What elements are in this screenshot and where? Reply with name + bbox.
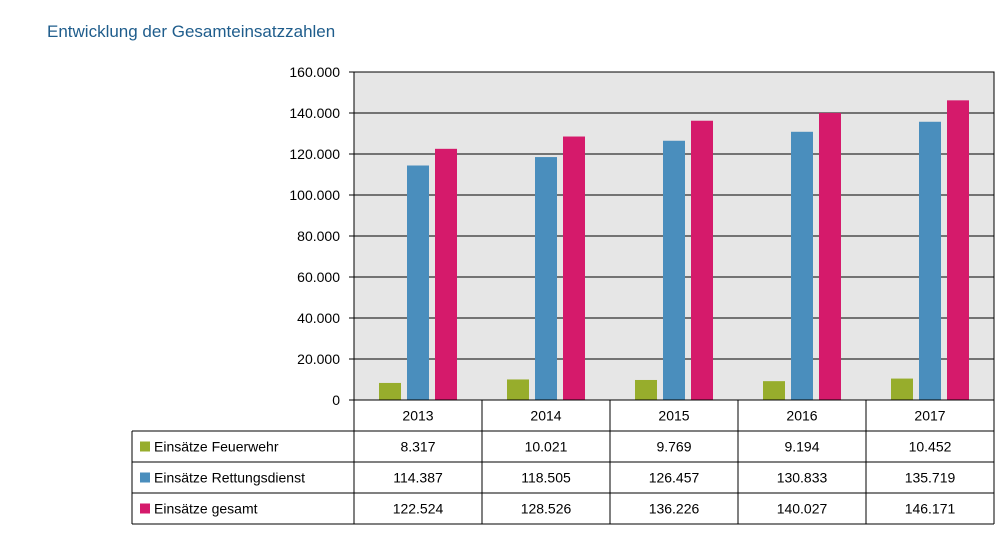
data-label: 10.452 bbox=[909, 439, 952, 455]
y-tick-label: 120.000 bbox=[289, 146, 340, 162]
y-tick-label: 60.000 bbox=[297, 269, 340, 285]
y-tick-label: 160.000 bbox=[289, 64, 340, 80]
y-axis: 0 20.000 40.000 60.000 80.000 100.000 120.000 1… bbox=[289, 64, 355, 408]
data-table: 2013 2014 2015 2016 2017 Einsätze Feuerwehr 8.… bbox=[131, 399, 995, 525]
bar bbox=[507, 379, 529, 400]
legend-swatch bbox=[140, 503, 150, 514]
data-label: 118.505 bbox=[521, 470, 571, 486]
bar bbox=[691, 120, 713, 401]
bar bbox=[791, 131, 813, 400]
y-tick-label: 0 bbox=[332, 392, 340, 408]
bar bbox=[435, 148, 457, 400]
x-tick-label: 2016 bbox=[786, 408, 817, 424]
y-tick-label: 100.000 bbox=[289, 187, 340, 203]
data-label: 10.021 bbox=[525, 439, 568, 455]
y-tick-label: 140.000 bbox=[289, 105, 340, 121]
data-label: 8.317 bbox=[400, 439, 435, 455]
y-tick-label: 80.000 bbox=[297, 228, 340, 244]
data-label: 146.171 bbox=[905, 501, 956, 517]
bar bbox=[919, 121, 941, 400]
data-label: 9.769 bbox=[656, 439, 691, 455]
x-tick-label: 2015 bbox=[658, 408, 689, 424]
bar bbox=[379, 382, 401, 400]
bar bbox=[663, 140, 685, 400]
bar bbox=[407, 165, 429, 400]
bar bbox=[563, 136, 585, 400]
bar bbox=[763, 381, 785, 400]
data-label: 122.524 bbox=[393, 501, 444, 517]
data-label: 128.526 bbox=[521, 501, 572, 517]
bar bbox=[635, 379, 657, 400]
y-tick-label: 40.000 bbox=[297, 310, 340, 326]
y-tick-label: 20.000 bbox=[297, 351, 340, 367]
bar bbox=[891, 378, 913, 400]
legend-entry: Einsätze gesamt bbox=[154, 501, 258, 517]
chart-title: Entwicklung der Gesamteinsatzzahlen bbox=[47, 22, 336, 41]
x-tick-label: 2013 bbox=[402, 408, 433, 424]
legend-entry: Einsätze Feuerwehr bbox=[154, 439, 279, 455]
data-label: 135.719 bbox=[905, 470, 956, 486]
data-label: 130.833 bbox=[777, 470, 828, 486]
bars bbox=[379, 100, 969, 401]
bar bbox=[947, 100, 969, 400]
data-label: 126.457 bbox=[649, 470, 700, 486]
bar bbox=[819, 112, 841, 401]
legend-swatch bbox=[140, 441, 150, 452]
data-label: 140.027 bbox=[777, 501, 828, 517]
legend-entry: Einsätze Rettungsdienst bbox=[154, 470, 305, 486]
x-tick-label: 2014 bbox=[530, 408, 561, 424]
bar bbox=[535, 157, 557, 400]
x-tick-label: 2017 bbox=[914, 408, 945, 424]
data-label: 136.226 bbox=[649, 501, 700, 517]
legend-swatch bbox=[140, 472, 150, 483]
data-label: 114.387 bbox=[393, 470, 443, 486]
data-label: 9.194 bbox=[784, 439, 819, 455]
